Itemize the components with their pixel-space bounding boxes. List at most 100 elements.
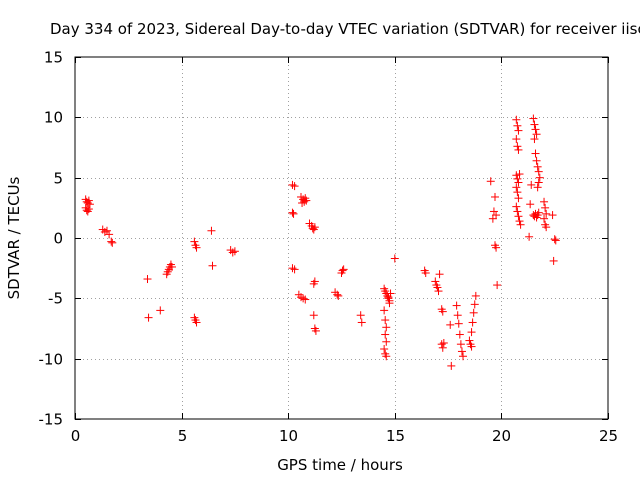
y-tick-label: 5 <box>53 170 63 188</box>
data-point <box>386 289 395 298</box>
x-tick-label: 20 <box>492 427 511 445</box>
data-point <box>513 188 522 197</box>
data-point <box>548 211 557 220</box>
data-point <box>296 293 305 302</box>
data-point <box>299 294 308 303</box>
data-point <box>534 178 543 187</box>
x-tick-label: 15 <box>386 427 405 445</box>
data-point <box>290 265 299 274</box>
data-point <box>535 173 544 182</box>
data-point <box>514 194 523 203</box>
data-point <box>309 311 318 320</box>
data-point <box>433 283 442 292</box>
data-point <box>230 247 239 256</box>
data-point <box>515 170 524 179</box>
data-point <box>382 352 391 361</box>
data-point <box>289 209 298 218</box>
data-point <box>108 238 117 247</box>
data-points <box>81 114 560 370</box>
data-point <box>531 125 540 134</box>
y-tick-label: 10 <box>44 109 63 127</box>
data-point <box>437 340 446 349</box>
data-point <box>534 208 543 217</box>
x-tick-label: 10 <box>279 427 298 445</box>
data-point <box>84 196 93 205</box>
data-point <box>453 311 462 320</box>
data-point <box>534 167 543 176</box>
data-point <box>492 211 501 220</box>
y-tick-label: 0 <box>53 230 63 248</box>
x-axis-label: GPS time / hours <box>277 456 403 474</box>
data-point <box>385 299 394 308</box>
data-point <box>526 200 535 209</box>
data-point <box>208 261 217 270</box>
data-point <box>468 318 477 327</box>
data-point <box>532 156 541 165</box>
data-point <box>486 177 495 186</box>
data-point <box>190 237 199 246</box>
data-point <box>288 208 297 217</box>
data-point <box>512 135 521 144</box>
data-point <box>542 223 551 232</box>
data-point <box>512 183 521 192</box>
data-point <box>529 114 538 123</box>
data-point <box>525 232 534 241</box>
data-point <box>452 301 461 310</box>
data-point <box>515 217 524 226</box>
data-point <box>533 183 542 192</box>
data-point <box>310 277 319 286</box>
data-point <box>438 343 447 352</box>
data-point <box>82 206 91 215</box>
data-point <box>492 243 501 252</box>
data-point <box>512 171 521 180</box>
data-point <box>530 120 539 129</box>
x-tick-label: 5 <box>178 427 188 445</box>
data-point <box>192 243 201 252</box>
data-point <box>100 227 109 236</box>
data-point <box>290 182 299 191</box>
data-point <box>356 311 365 320</box>
data-point <box>382 323 391 332</box>
data-point <box>467 328 476 337</box>
data-point <box>527 180 536 189</box>
data-point <box>514 178 523 187</box>
data-point <box>381 316 390 325</box>
data-point <box>302 196 311 205</box>
data-point <box>144 313 153 322</box>
data-point <box>298 199 307 208</box>
data-point <box>459 352 468 361</box>
data-point <box>447 361 456 370</box>
axis-ticks <box>75 57 609 420</box>
data-point <box>382 337 391 346</box>
data-point <box>513 207 522 216</box>
data-point <box>192 318 201 327</box>
data-point <box>421 268 430 277</box>
data-point <box>228 248 237 257</box>
y-tick-label: -15 <box>39 411 64 429</box>
data-point <box>334 291 343 300</box>
data-point <box>512 202 521 211</box>
chart-title: Day 334 of 2023, Sidereal Day-to-day VTE… <box>50 20 640 38</box>
data-point <box>542 209 551 218</box>
y-tick-label: -5 <box>48 290 63 308</box>
data-point <box>513 142 522 151</box>
data-point <box>488 214 497 223</box>
data-point <box>84 205 93 214</box>
data-point <box>454 319 463 328</box>
data-point <box>531 149 540 158</box>
data-point <box>513 174 522 183</box>
data-point <box>493 281 502 290</box>
data-point <box>514 145 523 154</box>
data-point <box>384 293 393 302</box>
data-point <box>438 307 447 316</box>
data-point <box>168 262 177 271</box>
data-point <box>207 226 216 235</box>
data-point <box>533 162 542 171</box>
data-point <box>357 318 366 327</box>
data-point <box>489 207 498 216</box>
data-point <box>310 223 319 232</box>
data-point <box>333 290 342 299</box>
y-tick-label: -10 <box>39 351 64 369</box>
data-point <box>102 226 111 235</box>
